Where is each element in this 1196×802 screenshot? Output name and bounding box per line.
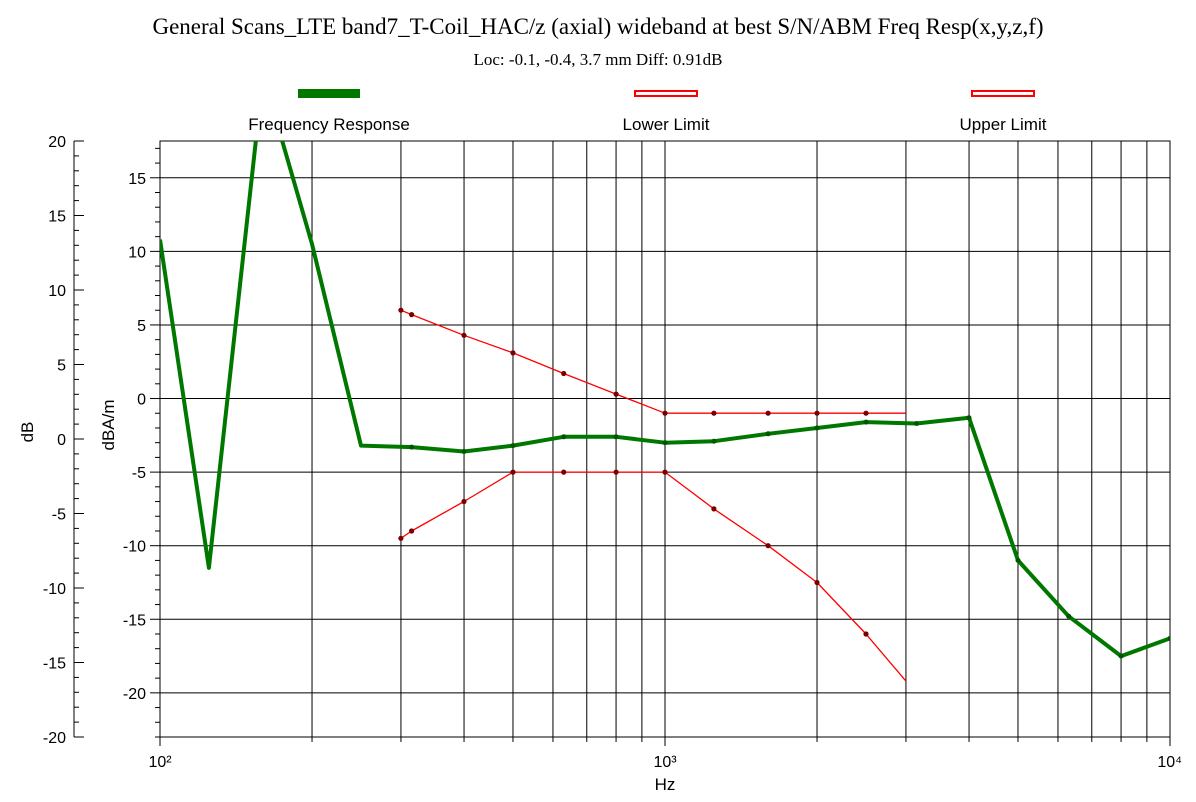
inner-tick-label: 0: [137, 392, 146, 409]
left-axis-ticks: -20 -15 -10 -5 0 5 10 15 20: [43, 134, 84, 747]
data-point-frequency-response: [1118, 653, 1124, 659]
data-point-lower-limit: [398, 535, 404, 541]
data-point-lower-limit: [711, 506, 717, 512]
chart-subtitle: Loc: -0.1, -0.4, 3.7 mm Diff: 0.91dB: [473, 50, 723, 69]
inner-tick-label: 5: [137, 318, 146, 335]
data-point-frequency-response: [1015, 557, 1021, 563]
data-point-upper-limit: [814, 410, 820, 416]
x-tick-label: 10²: [148, 754, 172, 771]
data-point-lower-limit: [461, 498, 467, 505]
data-point-upper-limit: [461, 332, 467, 338]
data-point-lower-limit: [561, 469, 567, 475]
data-point-upper-limit: [765, 410, 771, 416]
inner-tick-label: 15: [128, 171, 146, 188]
legend-swatch-upper-limit-inner: [973, 92, 1033, 95]
legend-swatch-lower-limit-inner: [636, 92, 696, 95]
inner-axis-ticks: -20 -15 -10 -5 0 5 10 15: [123, 147, 160, 738]
left-tick-label: -20: [43, 730, 66, 747]
legend: Frequency Response Lower Limit Upper Lim…: [248, 89, 1047, 134]
y-axis-title-left: dB: [18, 422, 37, 443]
legend-label-frequency-response: Frequency Response: [248, 115, 410, 134]
series-line-lower-limit: [400, 471, 907, 682]
chart-title: General Scans_LTE band7_T-Coil_HAC/z (ax…: [152, 14, 1044, 39]
data-point-lower-limit: [765, 543, 771, 549]
inner-tick-label: -15: [123, 612, 146, 629]
data-point-upper-limit: [561, 370, 567, 377]
data-point-frequency-response: [1066, 613, 1072, 619]
left-tick-label: -5: [52, 507, 66, 524]
left-tick-label: -10: [43, 581, 66, 598]
data-point-frequency-response: [966, 415, 972, 421]
legend-label-upper-limit: Upper Limit: [960, 115, 1047, 134]
data-point-lower-limit: [510, 469, 516, 475]
left-tick-label: 20: [48, 134, 66, 151]
series-layer: [160, 141, 1170, 682]
data-point-frequency-response: [510, 443, 516, 449]
left-tick-label: 5: [57, 358, 66, 375]
data-point-frequency-response: [613, 434, 619, 440]
legend-label-lower-limit: Lower Limit: [623, 115, 710, 134]
data-point-frequency-response: [409, 444, 415, 450]
data-point-frequency-response: [561, 434, 567, 440]
data-point-upper-limit: [613, 391, 619, 397]
x-tick-label: 10³: [653, 754, 677, 771]
data-point-upper-limit: [863, 410, 869, 416]
data-point-lower-limit: [409, 528, 415, 534]
data-point-frequency-response: [662, 440, 668, 446]
x-axis-title: Hz: [655, 775, 676, 794]
data-point-upper-limit: [409, 312, 415, 318]
data-point-frequency-response: [814, 425, 820, 431]
data-point-upper-limit: [510, 350, 516, 356]
inner-tick-label: -10: [123, 539, 146, 556]
left-tick-label: 15: [48, 209, 66, 226]
inner-tick-label: -20: [123, 686, 146, 703]
data-point-upper-limit: [662, 410, 668, 416]
data-point-frequency-response: [711, 438, 717, 444]
data-point-lower-limit: [863, 631, 869, 637]
legend-swatch-frequency-response: [298, 89, 360, 98]
data-point-frequency-response: [1167, 635, 1170, 641]
data-point-lower-limit: [662, 469, 668, 475]
inner-tick-label: -5: [132, 465, 146, 482]
data-point-frequency-response: [461, 449, 467, 454]
data-point-frequency-response: [914, 421, 920, 426]
data-point-lower-limit: [613, 469, 619, 475]
y-axis-title-inner: dBA/m: [99, 399, 118, 450]
data-point-upper-limit: [398, 307, 404, 313]
inner-tick-label: 10: [128, 244, 146, 261]
data-point-lower-limit: [814, 579, 820, 586]
left-tick-label: 10: [48, 283, 66, 300]
grid: [160, 141, 1170, 737]
data-point-frequency-response: [863, 419, 869, 425]
x-axis-ticks: 10² 10³ 10⁴: [148, 737, 1182, 771]
x-tick-label: 10⁴: [1157, 754, 1182, 771]
data-point-upper-limit: [711, 410, 717, 416]
data-point-frequency-response: [765, 431, 771, 437]
left-tick-label: -15: [43, 656, 66, 673]
left-tick-label: 0: [57, 432, 66, 449]
series-line-upper-limit: [400, 309, 906, 414]
